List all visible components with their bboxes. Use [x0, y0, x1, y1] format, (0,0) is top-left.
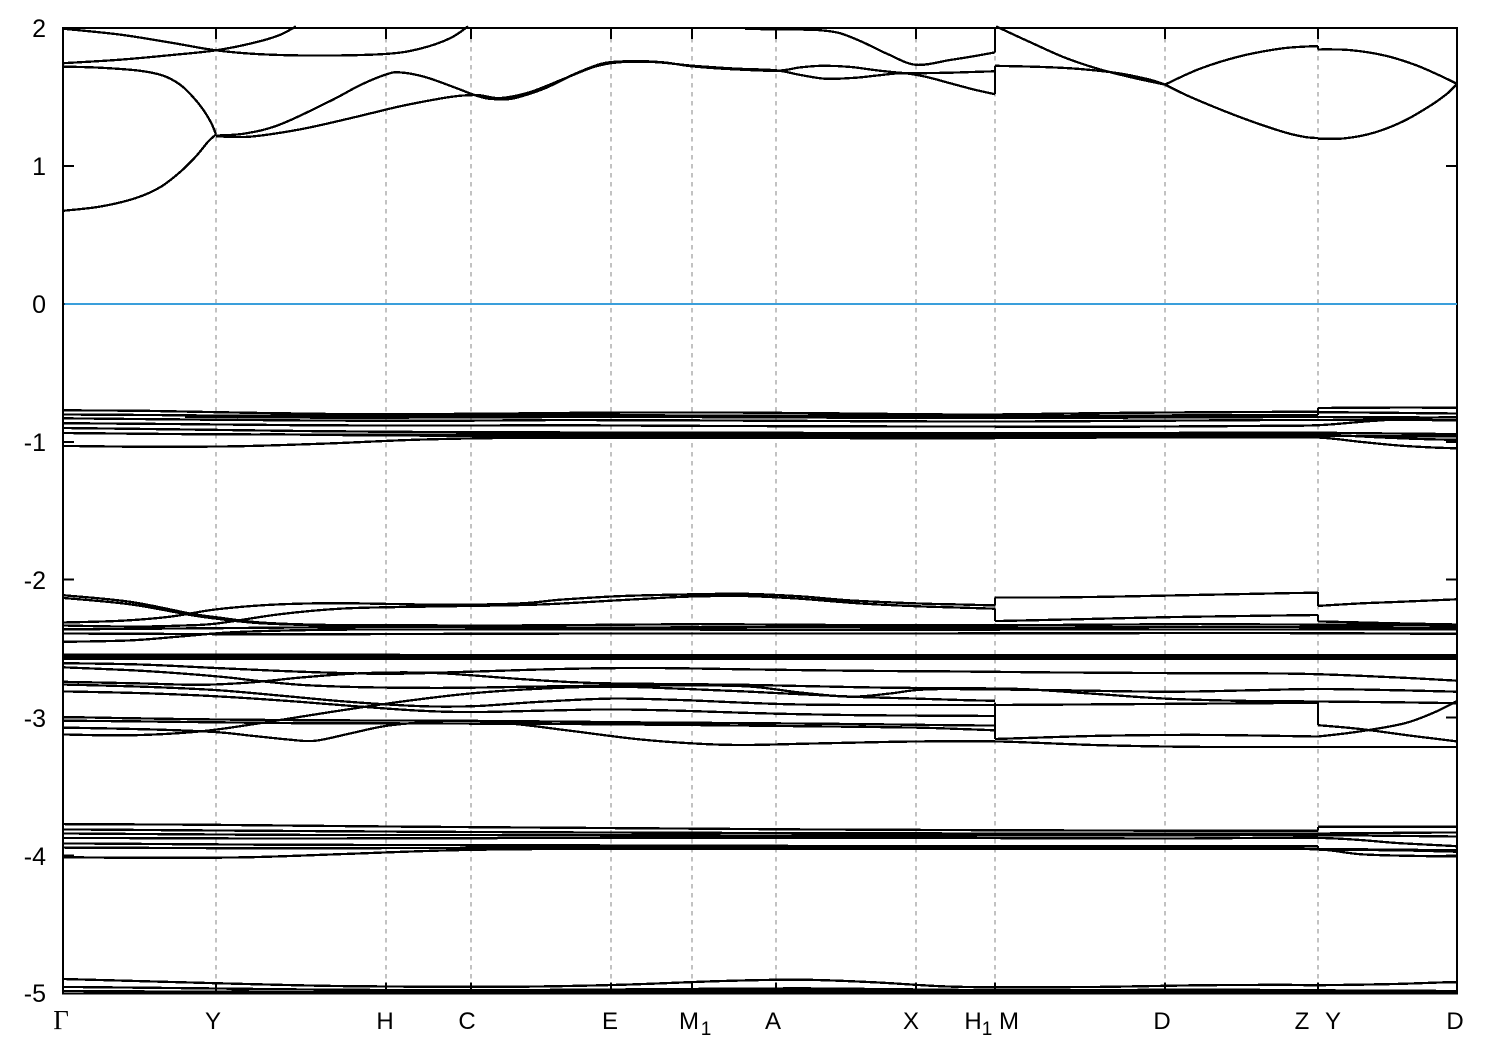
svg-text:-5: -5: [24, 980, 46, 1008]
svg-text:D: D: [1446, 1008, 1463, 1035]
svg-text:2: 2: [32, 15, 46, 43]
svg-text:Y: Y: [1325, 1008, 1341, 1035]
svg-text:E: E: [602, 1008, 618, 1035]
svg-text:Γ: Γ: [53, 1005, 69, 1035]
svg-text:A: A: [765, 1008, 781, 1035]
svg-text:Z: Z: [1295, 1008, 1310, 1035]
svg-text:H: H: [376, 1008, 393, 1035]
svg-text:0: 0: [32, 291, 46, 319]
svg-text:1: 1: [32, 153, 46, 181]
svg-text:-4: -4: [24, 843, 46, 871]
svg-text:H: H: [964, 1008, 981, 1035]
svg-text:C: C: [458, 1008, 475, 1035]
svg-text:-2: -2: [24, 567, 46, 595]
svg-text:M: M: [999, 1008, 1019, 1035]
svg-text:Y: Y: [205, 1008, 221, 1035]
svg-text:D: D: [1153, 1008, 1170, 1035]
svg-text:X: X: [903, 1008, 919, 1035]
svg-text:1: 1: [701, 1019, 712, 1040]
svg-text:-1: -1: [24, 429, 46, 457]
svg-text:-3: -3: [24, 705, 46, 733]
svg-text:M: M: [679, 1008, 699, 1035]
svg-text:1: 1: [982, 1019, 993, 1040]
